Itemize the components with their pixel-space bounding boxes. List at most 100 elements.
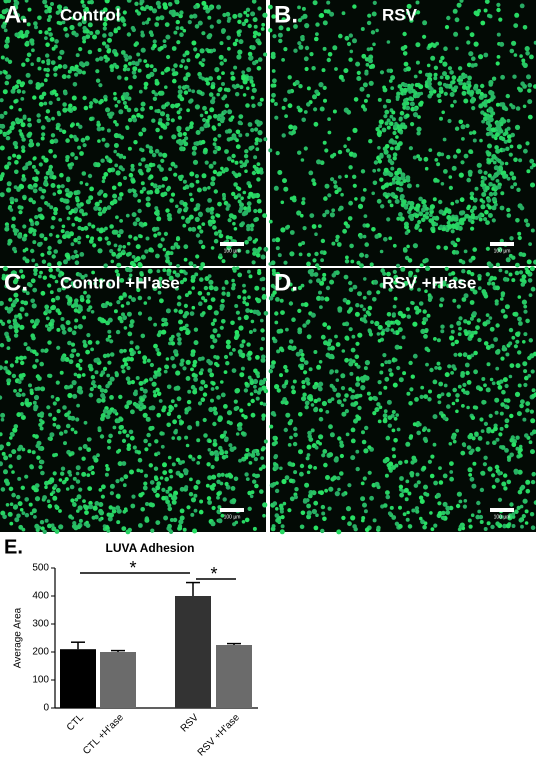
cell <box>118 416 123 421</box>
cell <box>275 507 279 511</box>
cell <box>529 158 535 164</box>
cell <box>458 326 462 331</box>
cell <box>237 272 243 278</box>
cell <box>170 341 176 346</box>
cell <box>216 75 222 80</box>
cell <box>486 427 491 432</box>
cell <box>430 454 435 459</box>
cell <box>256 162 261 167</box>
cell <box>132 221 138 227</box>
cell <box>18 118 24 124</box>
cell <box>124 76 129 81</box>
cell <box>151 118 156 123</box>
cell <box>11 216 16 221</box>
cell <box>413 107 418 112</box>
cell <box>209 206 215 212</box>
cell <box>169 518 174 522</box>
cell <box>258 120 263 126</box>
cell <box>30 41 35 46</box>
cell <box>375 127 380 132</box>
cell <box>145 196 151 202</box>
cell <box>52 495 58 501</box>
cell <box>137 311 143 316</box>
cell <box>123 53 129 59</box>
cell <box>487 13 491 18</box>
cell <box>390 86 395 90</box>
cell <box>116 18 121 22</box>
cell <box>98 100 103 105</box>
cell <box>408 146 413 151</box>
cell <box>427 72 433 78</box>
cell <box>466 320 471 325</box>
cell <box>151 381 157 387</box>
cell <box>418 157 423 162</box>
cell <box>71 106 77 111</box>
cell <box>254 238 259 242</box>
cell <box>78 446 83 451</box>
cell <box>484 210 489 215</box>
cell <box>64 278 69 283</box>
cell <box>233 227 238 231</box>
cell <box>277 253 282 258</box>
cell <box>338 33 343 39</box>
cell <box>203 298 208 303</box>
cell <box>206 358 211 364</box>
cell <box>523 382 528 388</box>
cell <box>393 296 398 301</box>
cell <box>422 203 428 209</box>
cell <box>412 353 418 359</box>
cell <box>451 165 457 171</box>
cell <box>357 405 362 411</box>
cell <box>343 274 349 280</box>
cell <box>76 524 82 530</box>
cell <box>242 93 247 97</box>
cell <box>470 353 475 358</box>
cell <box>159 111 166 117</box>
cell <box>179 269 184 274</box>
cell <box>405 113 410 118</box>
cell <box>237 172 242 177</box>
cell <box>184 271 188 276</box>
cell <box>318 360 323 364</box>
cell <box>461 84 468 90</box>
cell <box>398 124 404 130</box>
cell <box>208 406 214 413</box>
cell <box>382 104 387 109</box>
cell <box>220 472 225 477</box>
cell <box>527 355 532 361</box>
cell <box>117 461 123 467</box>
cell <box>279 373 283 378</box>
cell <box>126 446 131 452</box>
cell <box>143 222 148 227</box>
cell <box>155 347 160 352</box>
cell <box>292 125 298 131</box>
cell <box>211 381 216 386</box>
cell <box>45 73 50 78</box>
cell <box>256 473 260 478</box>
cell <box>409 201 415 206</box>
cell <box>55 487 61 493</box>
cell <box>239 343 245 349</box>
cell <box>408 214 414 220</box>
cell <box>130 503 136 509</box>
cell <box>102 175 107 180</box>
cell <box>193 485 199 490</box>
cell <box>530 418 536 424</box>
cell <box>98 56 104 61</box>
cell <box>68 165 73 170</box>
cell <box>383 114 388 119</box>
cell <box>4 284 9 289</box>
cell <box>148 145 153 151</box>
cell <box>169 198 174 203</box>
cell <box>405 10 411 15</box>
cell <box>469 316 474 321</box>
cell <box>8 464 13 469</box>
cell <box>156 451 161 456</box>
cell <box>249 79 254 84</box>
cell <box>473 10 479 16</box>
cell <box>132 445 137 450</box>
cell <box>135 256 141 262</box>
cell <box>516 505 521 510</box>
cell <box>62 405 67 410</box>
cell <box>16 412 22 417</box>
